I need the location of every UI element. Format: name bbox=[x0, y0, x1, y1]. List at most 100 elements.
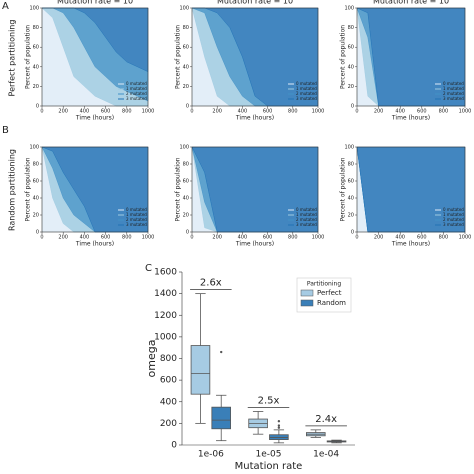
x-tick-label: 600 bbox=[263, 235, 273, 241]
legend-label: 0 mutated bbox=[296, 81, 317, 86]
box bbox=[211, 406, 231, 430]
y-tick-label: 0 bbox=[186, 104, 189, 110]
x-tick-label: 0 bbox=[190, 109, 193, 115]
legend-label: 0 mutated bbox=[126, 207, 147, 212]
y-tick-label: 0 bbox=[186, 230, 189, 236]
y-tick-label: 0 bbox=[171, 441, 177, 451]
x-tick-label: 1000 bbox=[459, 109, 472, 115]
y-tick-label: 100 bbox=[29, 145, 39, 151]
y-tick-label: 40 bbox=[183, 196, 189, 202]
y-tick-label: 60 bbox=[183, 179, 189, 185]
x-tick-label: 1000 bbox=[142, 109, 155, 115]
y-tick-label: 60 bbox=[183, 45, 189, 51]
x-tick-label: 800 bbox=[288, 109, 298, 115]
y-tick-label: 100 bbox=[344, 6, 354, 12]
y-tick-label: 40 bbox=[348, 196, 354, 202]
x-axis-label: Mutation rate bbox=[235, 461, 303, 472]
row-label: Perfect partitioning bbox=[8, 20, 17, 97]
x-tick-label: 1000 bbox=[312, 109, 325, 115]
x-tick-label: 400 bbox=[238, 109, 248, 115]
x-tick-label: 800 bbox=[288, 235, 298, 241]
legend-label: Random bbox=[317, 299, 346, 307]
x-axis-label: Time (hours) bbox=[391, 241, 430, 248]
legend-label: 1 mutated bbox=[296, 86, 317, 91]
legend-label: Perfect bbox=[317, 289, 342, 297]
x-tick-label: 600 bbox=[101, 235, 111, 241]
x-tick-label: 400 bbox=[80, 109, 90, 115]
y-tick-label: 1400 bbox=[154, 289, 177, 299]
y-tick-label: 60 bbox=[348, 45, 354, 51]
outlier bbox=[277, 426, 281, 429]
annotation: 2.6x bbox=[200, 278, 222, 289]
legend-label: 3 mutated bbox=[296, 222, 317, 227]
y-tick-label: 40 bbox=[348, 64, 354, 70]
legend-label: 0 mutated bbox=[126, 81, 147, 86]
legend-label: 3 mutated bbox=[126, 96, 147, 101]
y-tick-label: 20 bbox=[348, 213, 354, 219]
y-tick-label: 1000 bbox=[154, 332, 177, 342]
y-tick-label: 60 bbox=[33, 45, 39, 51]
legend-label: 3 mutated bbox=[443, 222, 464, 227]
plot-frame bbox=[191, 146, 319, 233]
y-tick-label: 80 bbox=[348, 162, 354, 168]
y-tick-label: 600 bbox=[160, 376, 177, 386]
legend-label: 0 mutated bbox=[443, 207, 464, 212]
x-axis-label: Time (hours) bbox=[391, 115, 430, 122]
plot-frame bbox=[356, 7, 466, 107]
x-tick-label: 800 bbox=[439, 235, 449, 241]
y-axis-label: Percent of population bbox=[25, 25, 32, 89]
x-tick-label: 200 bbox=[374, 235, 384, 241]
y-tick-label: 20 bbox=[348, 84, 354, 90]
legend-label: 1 mutated bbox=[443, 86, 464, 91]
panel-label: A bbox=[2, 1, 9, 12]
legend-label: 1 mutated bbox=[126, 212, 147, 217]
legend-label: 2 mutated bbox=[126, 91, 147, 96]
x-tick-label: 1000 bbox=[142, 235, 155, 241]
legend-swatch bbox=[300, 299, 314, 307]
x-tick-label: 800 bbox=[122, 235, 132, 241]
legend-label: 1 mutated bbox=[296, 212, 317, 217]
x-tick-label: 0 bbox=[40, 109, 43, 115]
y-tick-label: 40 bbox=[33, 64, 39, 70]
legend-label: 2 mutated bbox=[126, 217, 147, 222]
y-tick-label: 0 bbox=[36, 104, 39, 110]
x-tick-label: 600 bbox=[417, 109, 427, 115]
y-tick-label: 100 bbox=[344, 145, 354, 151]
x-tick-label: 400 bbox=[80, 235, 90, 241]
x-tick-label: 1000 bbox=[459, 235, 472, 241]
x-tick-label: 0 bbox=[190, 235, 193, 241]
y-tick-label: 20 bbox=[33, 213, 39, 219]
x-tick-label: 800 bbox=[439, 109, 449, 115]
chart-title: Mutation rate = 10 bbox=[57, 0, 133, 6]
legend-label: 2 mutated bbox=[443, 217, 464, 222]
x-tick-label: 1e-06 bbox=[198, 450, 224, 460]
legend-title: Partitioning bbox=[307, 281, 341, 288]
x-tick-label: 1e-05 bbox=[256, 450, 282, 460]
x-tick-label: 400 bbox=[238, 235, 248, 241]
x-tick-label: 1000 bbox=[312, 235, 325, 241]
y-tick-label: 0 bbox=[36, 230, 39, 236]
y-tick-label: 0 bbox=[351, 104, 354, 110]
y-tick-label: 80 bbox=[183, 162, 189, 168]
legend-label: 2 mutated bbox=[443, 91, 464, 96]
y-axis-label: Percent of population bbox=[175, 157, 182, 221]
row-label: Random partitioning bbox=[8, 149, 17, 231]
x-tick-label: 200 bbox=[374, 109, 384, 115]
x-tick-label: 200 bbox=[212, 235, 222, 241]
y-tick-label: 0 bbox=[351, 230, 354, 236]
plot-frame bbox=[41, 146, 149, 233]
x-axis-label: Time (hours) bbox=[75, 115, 114, 122]
x-tick-label: 600 bbox=[101, 109, 111, 115]
legend-label: 2 mutated bbox=[296, 217, 317, 222]
plot-frame bbox=[356, 146, 466, 233]
x-axis-label: Time (hours) bbox=[235, 115, 274, 122]
y-tick-label: 800 bbox=[160, 354, 177, 364]
y-tick-label: 60 bbox=[33, 179, 39, 185]
y-tick-label: 200 bbox=[160, 419, 177, 429]
y-tick-label: 100 bbox=[179, 6, 189, 12]
legend-label: 0 mutated bbox=[296, 207, 317, 212]
panel-label: B bbox=[2, 125, 9, 136]
y-tick-label: 40 bbox=[33, 196, 39, 202]
panel-label: C bbox=[145, 263, 152, 274]
